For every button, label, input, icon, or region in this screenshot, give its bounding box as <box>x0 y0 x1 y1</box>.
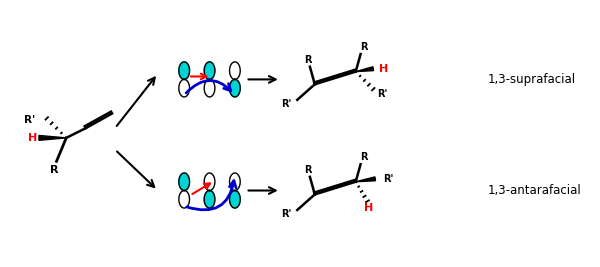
Text: 1,3-antarafacial: 1,3-antarafacial <box>487 184 581 197</box>
Polygon shape <box>230 79 240 97</box>
Polygon shape <box>204 191 215 208</box>
Text: R': R' <box>24 115 35 125</box>
Text: 1,3-suprafacial: 1,3-suprafacial <box>487 73 575 86</box>
Polygon shape <box>179 62 190 79</box>
Polygon shape <box>39 135 66 140</box>
Text: R: R <box>360 42 367 52</box>
Polygon shape <box>356 177 376 182</box>
Text: R: R <box>304 165 312 175</box>
Text: R: R <box>50 165 59 175</box>
Text: R': R' <box>383 174 394 184</box>
Text: H: H <box>379 64 388 74</box>
Polygon shape <box>230 62 240 79</box>
Polygon shape <box>204 62 215 79</box>
Text: R': R' <box>281 209 292 219</box>
Polygon shape <box>179 191 190 208</box>
Text: H: H <box>364 203 373 213</box>
Polygon shape <box>356 67 374 72</box>
Polygon shape <box>179 173 190 191</box>
Text: R: R <box>304 55 312 65</box>
Text: R': R' <box>281 99 292 109</box>
Polygon shape <box>204 173 215 191</box>
Text: H: H <box>28 133 37 143</box>
Polygon shape <box>179 79 190 97</box>
Polygon shape <box>230 173 240 191</box>
Polygon shape <box>230 191 240 208</box>
Text: R': R' <box>377 89 388 99</box>
Text: R: R <box>360 152 367 162</box>
Polygon shape <box>204 79 215 97</box>
